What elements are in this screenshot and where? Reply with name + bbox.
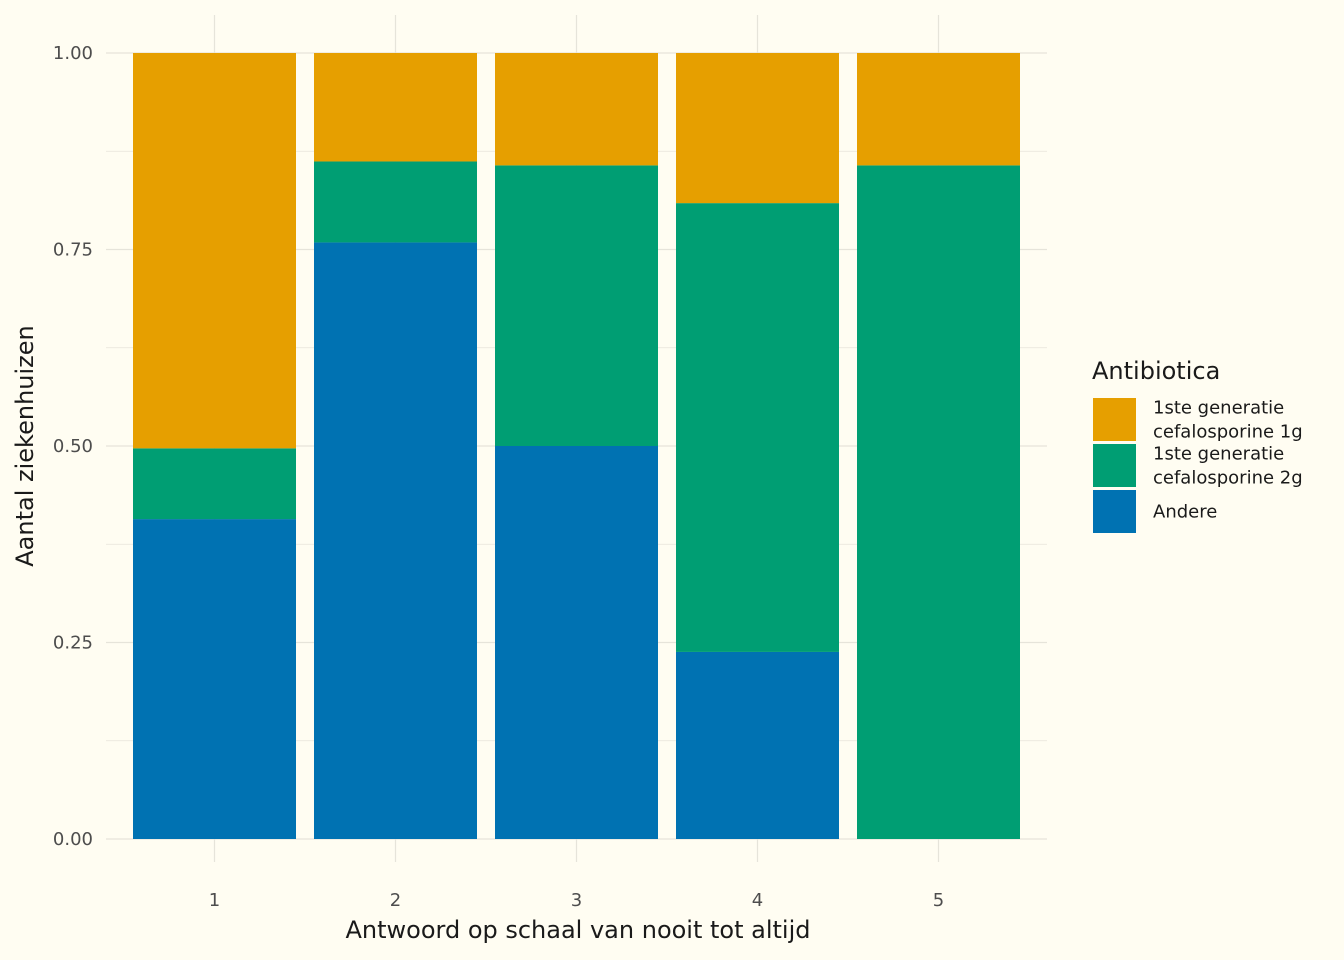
bar-segment — [495, 165, 658, 446]
bar-segment — [676, 203, 839, 652]
legend-label: 1ste generatie — [1153, 444, 1284, 465]
legend-label: Andere — [1153, 502, 1217, 523]
y-axis-title: Aantal ziekenhuizen — [11, 325, 39, 566]
legend-label: cefalosporine 1g — [1153, 422, 1303, 443]
legend-title: Antibiotica — [1092, 357, 1220, 385]
y-axis-ticks: 0.00 0.25 0.50 0.75 1.00 — [53, 43, 93, 850]
bars — [133, 53, 1020, 839]
bar-segment — [857, 53, 1020, 166]
bar-segment — [495, 53, 658, 166]
legend: Antibiotica 1ste generatiecefalosporine … — [1092, 357, 1303, 533]
bar-segment — [314, 53, 477, 162]
bar-segment — [314, 161, 477, 243]
y-tick-label: 0.50 — [53, 436, 93, 457]
bar-segment — [314, 242, 477, 839]
bar-segment — [676, 53, 839, 204]
legend-key — [1093, 490, 1136, 533]
y-tick-label: 0.00 — [53, 829, 93, 850]
bar-segment — [133, 53, 296, 449]
y-tick-label: 1.00 — [53, 43, 93, 64]
y-tick-label: 0.25 — [53, 633, 93, 654]
bar-segment — [676, 651, 839, 839]
x-tick-label: 2 — [390, 890, 401, 911]
bar-segment — [857, 165, 1020, 839]
y-tick-label: 0.75 — [53, 240, 93, 261]
x-axis-ticks: 1 2 3 4 5 — [209, 890, 944, 911]
legend-key — [1093, 398, 1136, 441]
bar-segment — [495, 446, 658, 839]
x-tick-label: 5 — [933, 890, 944, 911]
legend-label: 1ste generatie — [1153, 398, 1284, 419]
x-tick-label: 4 — [752, 890, 763, 911]
x-axis-title: Antwoord op schaal van nooit tot altijd — [345, 916, 810, 944]
bar-segment — [133, 448, 296, 520]
legend-key — [1093, 444, 1136, 487]
x-tick-label: 1 — [209, 890, 220, 911]
legend-label: cefalosporine 2g — [1153, 468, 1303, 489]
bar-segment — [133, 519, 296, 839]
x-tick-label: 3 — [571, 890, 582, 911]
